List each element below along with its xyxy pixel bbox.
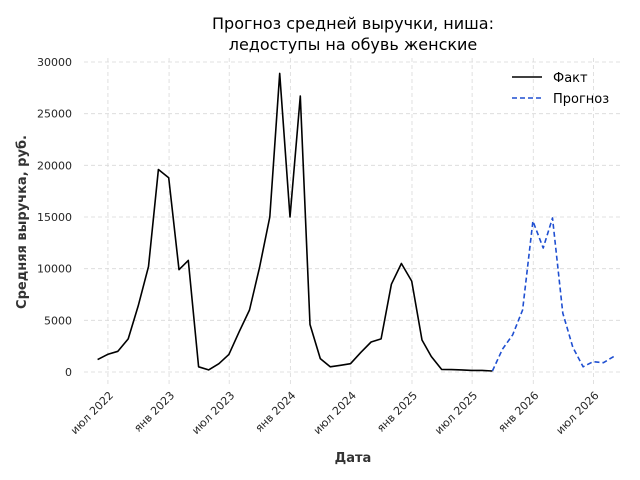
series-line-forecast [491,217,615,372]
legend-label-forecast: Прогноз [553,92,609,107]
x-tick-label: янв 2024 [253,389,299,435]
y-axis-label: Средняя выручка, руб. [15,135,30,309]
x-tick-label: июл 2023 [189,389,237,437]
grid [84,58,622,384]
x-tick-label: янв 2023 [131,389,177,435]
x-tick-label: июл 2022 [68,389,116,437]
x-axis-ticks: июл 2022 янв 2023 июл 2023 янв 2024 июл 2024… [68,389,602,437]
x-tick-label: янв 2026 [496,389,542,435]
series-line-fact [97,72,493,372]
y-tick-label: 20000 [37,159,72,172]
x-tick-label: июл 2026 [554,389,602,437]
series-layer [97,72,615,372]
y-tick-label: 15000 [37,211,72,224]
legend: Факт Прогноз [512,71,609,107]
y-tick-label: 5000 [44,314,72,327]
legend-label-fact: Факт [553,71,588,86]
x-tick-label: июл 2025 [432,389,480,437]
x-tick-label: янв 2025 [374,389,420,435]
y-tick-label: 10000 [37,263,72,276]
x-axis-label: Дата [335,451,372,466]
chart-title-line-1: Прогноз средней выручки, ниша: [212,14,494,33]
y-tick-label: 25000 [37,108,72,121]
y-tick-label: 0 [65,366,72,379]
y-tick-label: 30000 [37,56,72,69]
chart-title-line-2: ледоступы на обувь женские [229,35,478,54]
y-axis-ticks: 0 5000 10000 15000 20000 25000 30000 [37,56,72,379]
x-tick-label: июл 2024 [311,389,359,437]
